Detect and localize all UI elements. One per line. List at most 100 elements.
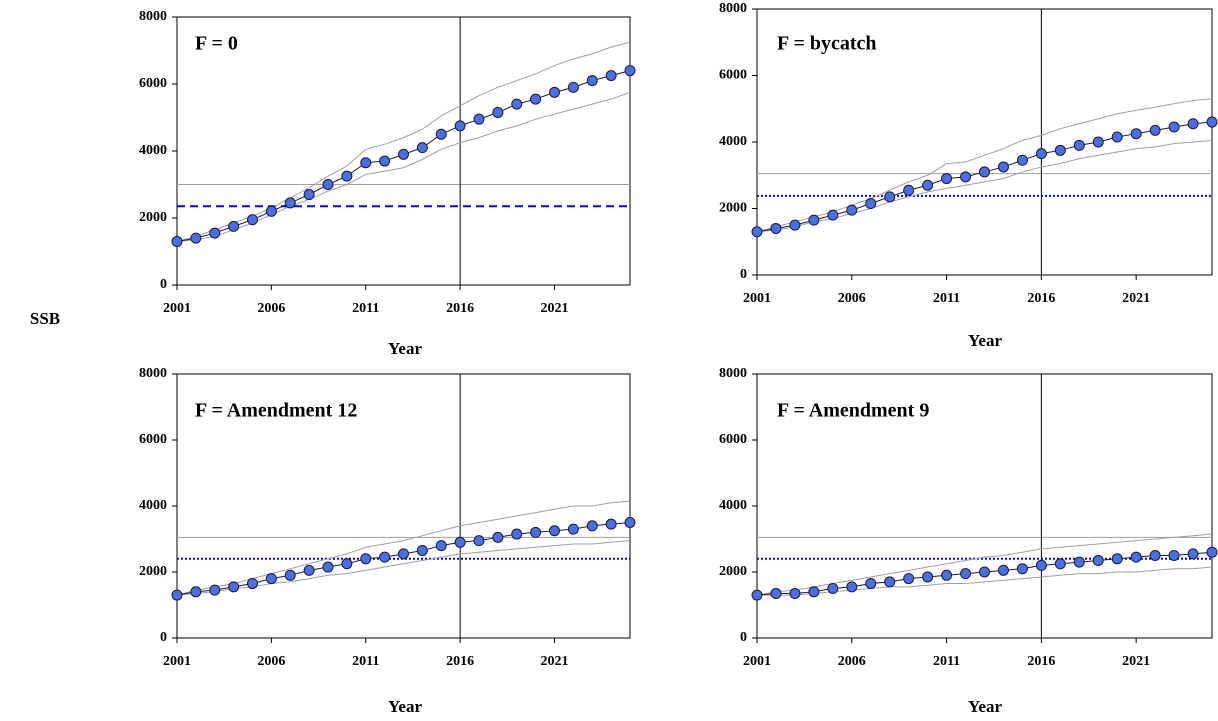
data-point xyxy=(322,179,334,190)
data-point xyxy=(530,526,542,538)
x-tick-label: 2006 xyxy=(838,654,866,669)
x-tick-label: 2006 xyxy=(257,301,285,316)
data-point xyxy=(846,204,858,216)
data-point xyxy=(586,75,598,87)
y-tick-label: 2000 xyxy=(139,210,167,225)
y-axis-label: SSB xyxy=(30,309,60,328)
data-point xyxy=(435,128,447,140)
data-point xyxy=(1092,554,1104,566)
data-point xyxy=(379,155,391,167)
data-point xyxy=(997,564,1009,576)
y-tick-label: 0 xyxy=(740,267,747,282)
panel-title: F = Amendment 9 xyxy=(777,400,929,422)
data-point xyxy=(228,220,240,232)
data-point xyxy=(511,528,523,540)
plot-area xyxy=(756,8,1213,276)
x-axis-label: Year xyxy=(968,331,1002,350)
data-point xyxy=(303,564,315,576)
x-tick-label: 2021 xyxy=(541,654,569,669)
data-point xyxy=(360,553,372,565)
data-point xyxy=(605,70,617,82)
panel-title: F = Amendment 12 xyxy=(195,400,357,422)
y-tick-label: 8000 xyxy=(719,366,747,381)
y-tick-label: 4000 xyxy=(139,498,167,513)
data-point xyxy=(1187,548,1199,560)
data-point xyxy=(903,573,915,585)
y-tick-label: 8000 xyxy=(139,9,167,24)
data-point xyxy=(360,157,372,169)
data-point xyxy=(549,86,560,98)
data-point xyxy=(1035,559,1047,571)
data-point xyxy=(1016,563,1028,575)
data-point xyxy=(190,586,202,598)
y-tick-label: 0 xyxy=(740,630,747,645)
x-tick-label: 2011 xyxy=(933,654,960,669)
data-point xyxy=(265,573,277,585)
panel: 0 2000 4000 6000 8000 2001 2006 2011 2016 2021 F =… xyxy=(719,366,1218,716)
data-point xyxy=(1073,556,1085,568)
x-tick-label: 2006 xyxy=(257,654,285,669)
x-tick-label: 2001 xyxy=(743,291,771,306)
data-point xyxy=(492,106,504,118)
data-point xyxy=(398,148,409,160)
data-point xyxy=(586,520,598,532)
data-point xyxy=(1168,550,1180,561)
data-point xyxy=(549,525,560,537)
data-point xyxy=(624,517,636,528)
data-point xyxy=(247,578,258,590)
data-point xyxy=(379,551,391,563)
data-point xyxy=(846,581,858,593)
data-point xyxy=(1187,118,1199,130)
data-point xyxy=(416,545,428,557)
panel-title: F = 0 xyxy=(195,33,238,55)
data-point xyxy=(1130,551,1142,563)
data-point xyxy=(209,584,221,596)
plot-area xyxy=(176,373,631,639)
data-point xyxy=(808,214,820,226)
data-point xyxy=(960,568,972,580)
y-tick-label: 2000 xyxy=(719,564,747,579)
data-point xyxy=(770,587,782,599)
data-point xyxy=(789,587,801,599)
data-point xyxy=(979,566,990,578)
data-point xyxy=(341,558,353,570)
y-tick-label: 8000 xyxy=(139,366,167,381)
x-axis-label: Year xyxy=(388,697,422,716)
x-tick-label: 2011 xyxy=(933,291,960,306)
data-point xyxy=(341,170,353,182)
data-point xyxy=(284,569,296,581)
data-point xyxy=(454,536,466,548)
data-point xyxy=(1111,553,1123,565)
data-point xyxy=(567,81,579,93)
y-tick-label: 4000 xyxy=(719,134,747,149)
x-tick-label: 2016 xyxy=(1027,291,1055,306)
x-tick-label: 2021 xyxy=(1122,654,1150,669)
data-point xyxy=(884,576,896,588)
panel: 0 2000 4000 6000 8000 2001 2006 2011 2016 2021 F =… xyxy=(139,366,636,716)
x-tick-label: 2001 xyxy=(163,301,191,316)
data-point xyxy=(190,232,202,244)
data-point xyxy=(997,161,1009,173)
data-point xyxy=(1130,128,1142,140)
data-point xyxy=(171,589,183,601)
data-point xyxy=(1016,154,1028,166)
y-tick-label: 6000 xyxy=(719,68,747,83)
panel: 0 2000 4000 6000 8000 2001 2006 2011 2016 2021 F =… xyxy=(719,1,1218,350)
y-tick-label: 6000 xyxy=(139,76,167,91)
data-point xyxy=(265,205,277,217)
data-point xyxy=(941,569,953,581)
x-tick-label: 2016 xyxy=(446,654,474,669)
panel-title: F = bycatch xyxy=(777,33,877,55)
x-tick-label: 2011 xyxy=(352,654,379,669)
x-tick-label: 2006 xyxy=(838,291,866,306)
data-point xyxy=(209,227,221,239)
data-point xyxy=(511,98,523,110)
data-point xyxy=(922,571,934,583)
data-point xyxy=(1206,546,1218,558)
data-point xyxy=(492,531,504,543)
x-axis-label: Year xyxy=(968,697,1002,716)
data-point xyxy=(884,191,896,203)
data-point xyxy=(171,235,183,247)
data-point xyxy=(751,226,763,238)
data-point xyxy=(530,93,542,105)
